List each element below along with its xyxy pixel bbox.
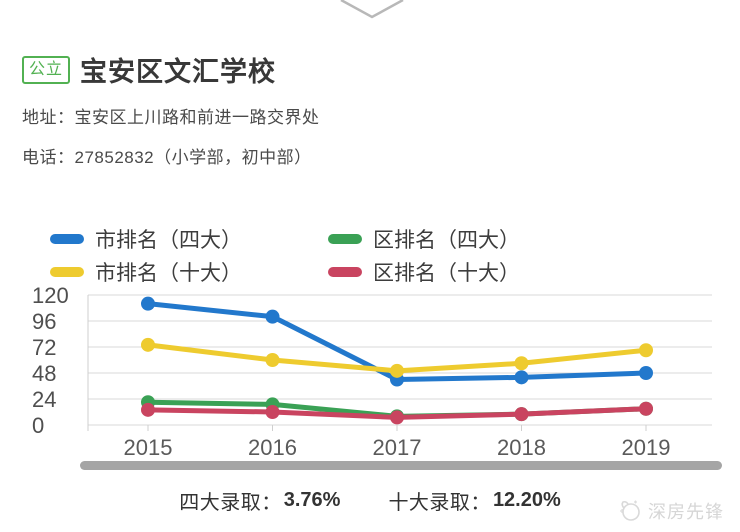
- phone-value: 27852832（小学部，初中部）: [74, 148, 312, 167]
- divider-bar: [80, 461, 722, 470]
- legend-label: 区排名（四大）: [373, 229, 520, 252]
- phone-label: 电话：: [22, 148, 75, 167]
- svg-text:2015: 2015: [124, 435, 173, 460]
- legend-label: 市排名（十大）: [95, 262, 242, 285]
- svg-text:48: 48: [32, 361, 56, 386]
- address-label: 地址：: [22, 108, 75, 127]
- district-top10-swatch: [328, 267, 362, 277]
- svg-text:2017: 2017: [373, 435, 422, 460]
- legend-item-city-top10: 市排名（十大）: [50, 257, 328, 287]
- chart-legend: 市排名（四大） 区排名（四大） 市排名（十大） 区排名（十大）: [50, 224, 520, 287]
- watermark: 深房先锋: [617, 498, 724, 524]
- top10-admission-value: 12.20%: [492, 489, 561, 511]
- watermark-logo-icon: [620, 500, 640, 521]
- legend-item-district-top4: 区排名（四大）: [328, 224, 520, 254]
- collapse-chevron-icon: [340, 0, 404, 19]
- legend-item-city-top4: 市排名（四大）: [50, 224, 328, 254]
- top4-admission-label: 四大录取：: [179, 492, 282, 514]
- top4-admission-stat: 四大录取： 3.76%: [179, 486, 340, 515]
- school-header: 公立 宝安区文汇学校: [22, 50, 276, 89]
- watermark-text: 深房先锋: [648, 502, 724, 522]
- school-name-title: 宝安区文汇学校: [80, 57, 277, 87]
- svg-text:2018: 2018: [497, 435, 546, 460]
- public-school-badge: 公立: [22, 55, 71, 84]
- svg-text:2019: 2019: [622, 435, 671, 460]
- svg-text:120: 120: [32, 287, 69, 308]
- admission-stats: 四大录取： 3.76% 十大录取： 12.20%: [0, 486, 740, 515]
- top10-admission-stat: 十大录取： 12.20%: [388, 486, 560, 515]
- address-value: 宝安区上川路和前进一路交界处: [74, 108, 320, 127]
- top10-admission-label: 十大录取：: [388, 492, 491, 514]
- svg-text:96: 96: [32, 309, 56, 334]
- svg-text:24: 24: [32, 387, 56, 412]
- legend-label: 区排名（十大）: [373, 262, 520, 285]
- district-top4-swatch: [328, 234, 362, 244]
- svg-text:72: 72: [32, 335, 56, 360]
- city-top10-swatch: [50, 267, 84, 277]
- address-line: 地址：宝安区上川路和前进一路交界处: [22, 103, 320, 128]
- top4-admission-value: 3.76%: [283, 489, 341, 511]
- legend-item-district-top10: 区排名（十大）: [328, 257, 520, 287]
- phone-line: 电话：27852832（小学部，初中部）: [22, 143, 312, 168]
- city-top4-swatch: [50, 234, 84, 244]
- svg-text:2016: 2016: [248, 435, 297, 460]
- svg-text:0: 0: [32, 413, 44, 438]
- legend-label: 市排名（四大）: [95, 229, 242, 252]
